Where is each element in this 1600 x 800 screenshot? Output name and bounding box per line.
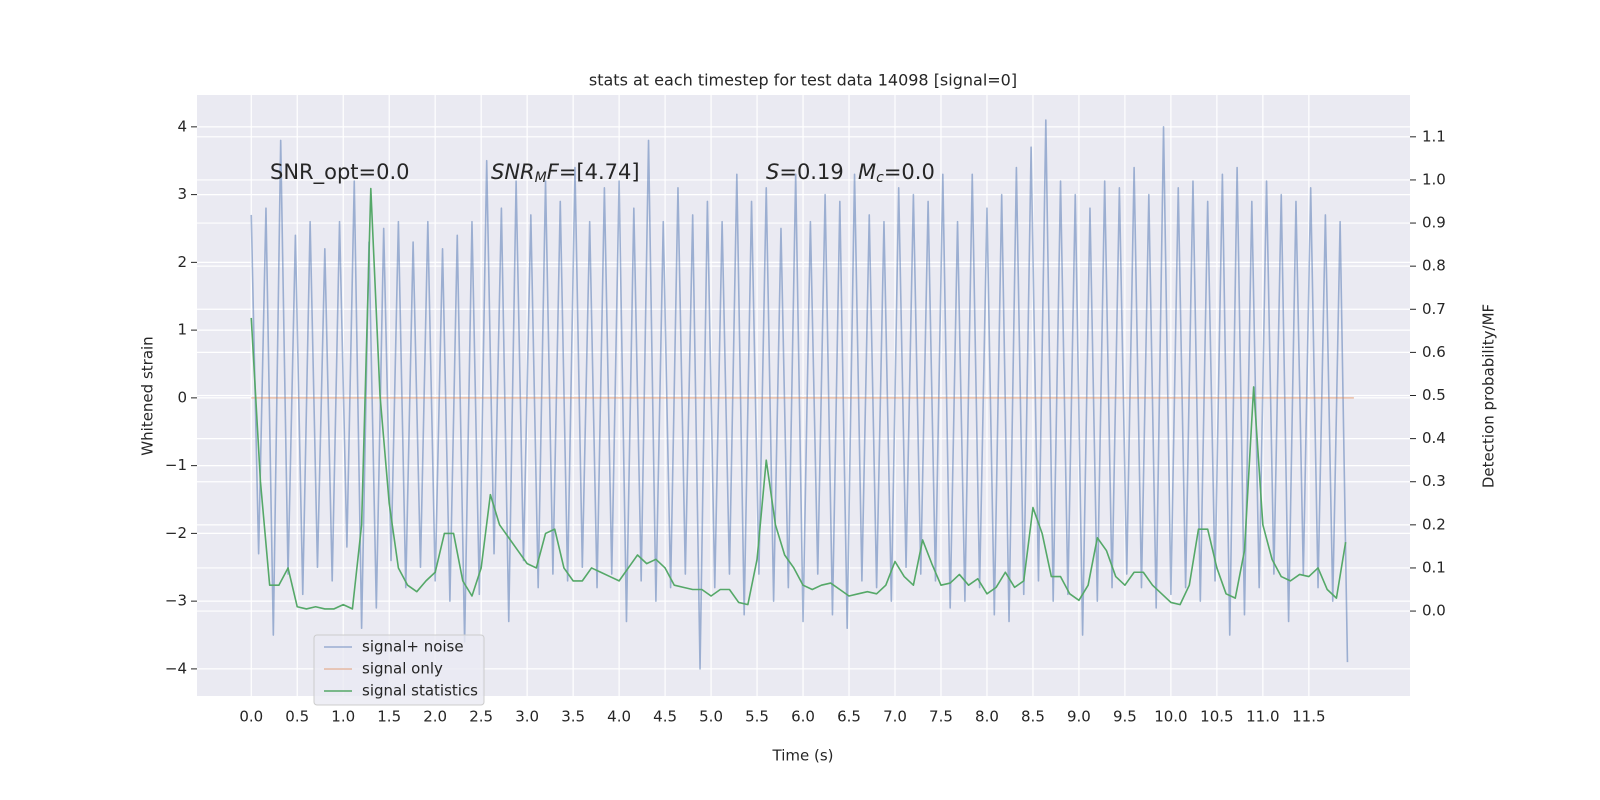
annotation: S=0.19 [766, 160, 844, 184]
y2-tick-label: 0.2 [1422, 515, 1446, 533]
y-axis-label: Whitened strain [139, 336, 157, 455]
y-tick-label: 3 [177, 185, 187, 203]
y2-tick-label: 1.0 [1422, 170, 1446, 188]
y-tick-label: −1 [165, 456, 187, 474]
x-tick-label: 0.0 [239, 708, 263, 726]
y-tick-label: 2 [177, 253, 187, 271]
series-line [250, 187, 1347, 610]
x-tick-label: 0.5 [285, 708, 309, 726]
y-tick-label: −4 [165, 659, 187, 677]
legend-label: signal only [362, 660, 443, 678]
x-tick-label: 1.0 [331, 708, 355, 726]
x-tick-label: 2.5 [469, 708, 493, 726]
annotation-part: M [535, 170, 547, 186]
legend-box [313, 634, 485, 706]
y2-tick-label: 0.5 [1422, 386, 1446, 404]
x-tick-label: 6.5 [837, 708, 861, 726]
y-tick-label: −2 [165, 524, 187, 542]
x-tick-label: 6.0 [791, 708, 815, 726]
annotation-part: =0.0 [884, 160, 935, 184]
x-tick-label: 8.5 [1021, 708, 1045, 726]
x-tick-label: 2.0 [423, 708, 447, 726]
x-tick-label: 3.5 [561, 708, 585, 726]
annotation-part: S [766, 160, 779, 184]
x-tick-label: 11.5 [1292, 708, 1325, 726]
y-tick-label: −3 [165, 592, 187, 610]
annotation-part: SNR_opt=0.0 [270, 160, 410, 185]
annotation: SNRMF=[4.74] [491, 160, 640, 186]
x-tick-label: 10.0 [1154, 708, 1187, 726]
x-tick-label: 3.0 [515, 708, 539, 726]
x-tick-label: 9.5 [1113, 708, 1137, 726]
y2-tick-label: 0.4 [1422, 429, 1446, 447]
y2-tick-label: 0.1 [1422, 558, 1446, 576]
x-tick-label: 1.5 [377, 708, 401, 726]
x-tick-label: 7.0 [883, 708, 907, 726]
y2-tick-label: 0.3 [1422, 472, 1446, 490]
annotation-part: c [876, 170, 884, 186]
y2-axis-label: Detection probability/MF [1480, 304, 1498, 488]
y2-tick-label: 0.7 [1422, 300, 1446, 318]
y-tick-label: 1 [177, 321, 187, 339]
annotation-part: =[4.74] [559, 160, 640, 184]
x-tick-label: 8.0 [975, 708, 999, 726]
y-tick-label: 4 [177, 117, 187, 135]
x-axis-label: Time (s) [772, 747, 834, 765]
y2-tick-label: 0.8 [1422, 257, 1446, 275]
y2-tick-label: 0.0 [1422, 602, 1446, 620]
x-tick-label: 11.0 [1246, 708, 1279, 726]
annotation-part: SNR [491, 160, 535, 184]
x-tick-label: 4.5 [653, 708, 677, 726]
annotation-part: F [547, 160, 560, 184]
x-tick-label: 5.0 [699, 708, 723, 726]
x-tick-label: 4.0 [607, 708, 631, 726]
annotation-part: M [858, 160, 876, 184]
x-tick-label: 7.5 [929, 708, 953, 726]
annotation: SNR_opt=0.0 [270, 160, 410, 185]
y2-tick-label: 0.6 [1422, 343, 1446, 361]
x-tick-label: 10.5 [1200, 708, 1233, 726]
chart-title: stats at each timestep for test data 140… [589, 71, 1017, 90]
x-tick-label: 5.5 [745, 708, 769, 726]
x-tick-label: 9.0 [1067, 708, 1091, 726]
annotation-part: =0.19 [779, 160, 843, 184]
y-tick-label: 0 [177, 388, 187, 406]
legend-label: signal+ noise [362, 638, 464, 656]
annotation: Mc=0.0 [858, 160, 935, 186]
y2-tick-label: 0.9 [1422, 214, 1446, 232]
legend-label: signal statistics [362, 682, 478, 700]
y2-tick-label: 1.1 [1422, 127, 1446, 145]
